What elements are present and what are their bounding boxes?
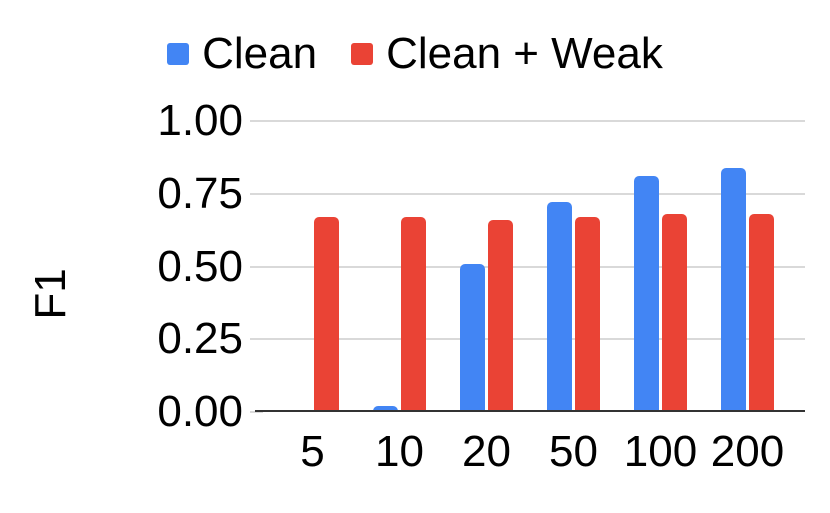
bar-clean-weak-200 [749,214,774,412]
bar-group-10 [356,121,443,412]
y-tick-label: 0.75 [157,168,243,218]
bar-group-20 [443,121,530,412]
bar-clean-10 [373,406,398,412]
x-tick-label-100: 100 [623,427,698,476]
legend: Clean Clean + Weak [0,26,830,82]
x-tick-label-50: 50 [549,427,598,476]
x-tick-label-10: 10 [375,427,424,476]
x-tick-label-20: 20 [462,427,511,476]
bar-clean-50 [547,202,572,412]
bar-group-100 [617,121,704,412]
y-axis-title: F1 [26,268,75,320]
bar-group-50 [530,121,617,412]
gridline [255,265,805,268]
y-tick-mark [250,338,263,341]
y-tick-mark [250,411,263,413]
plot-area [255,120,805,412]
gridline [255,192,805,195]
bar-clean-200 [721,168,746,412]
x-tick-label-5: 5 [300,427,325,476]
y-tick-mark [250,120,263,122]
x-tick-label-200: 200 [710,427,785,476]
legend-swatch-clean-weak [351,43,374,65]
legend-swatch-clean [167,43,190,65]
bar-clean-weak-20 [488,220,513,412]
y-tick-mark [250,265,263,268]
bar-group-5 [269,121,356,412]
x-axis-labels: 5 10 20 50 100 200 [255,427,805,476]
bar-clean-weak-100 [662,214,687,412]
bar-clean-weak-50 [575,217,600,412]
legend-label-clean: Clean [202,29,318,78]
gridline [255,338,805,341]
y-tick-mark [250,192,263,195]
legend-label-clean-weak: Clean + Weak [386,29,663,78]
bar-clean-weak-10 [401,217,426,412]
y-tick-label: 1.00 [157,96,243,145]
legend-item-clean-weak: Clean + Weak [351,32,663,76]
bars-container [255,121,805,412]
legend-item-clean: Clean [167,32,317,76]
gridline [255,120,805,122]
y-tick-label: 0.25 [157,314,243,364]
x-axis-line [255,410,805,412]
y-tick-label: 0.50 [157,241,243,291]
bar-clean-20 [460,264,485,412]
bar-group-200 [704,121,791,412]
bar-clean-weak-5 [314,217,339,412]
bar-clean-100 [634,176,659,412]
y-tick-label: 0.00 [157,387,243,436]
